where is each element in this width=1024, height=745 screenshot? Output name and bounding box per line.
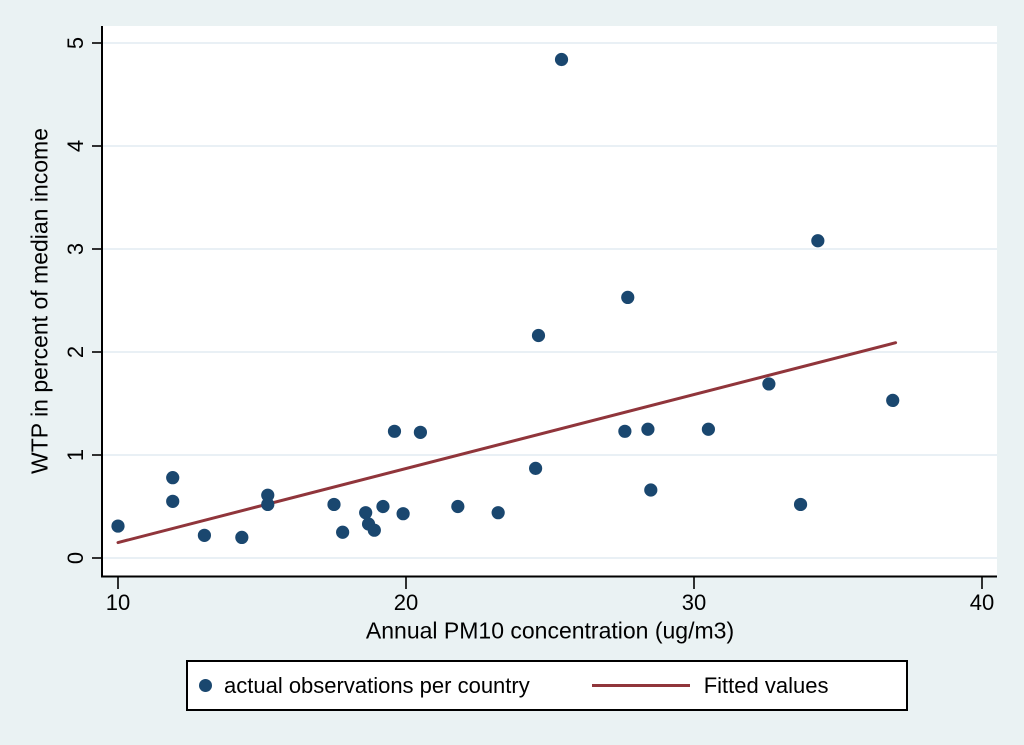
data-point: [396, 507, 410, 521]
data-point: [618, 424, 632, 438]
data-point: [261, 497, 275, 512]
data-point: [166, 471, 180, 485]
data-point: [762, 377, 776, 391]
legend-label-observations: actual observations per country: [224, 672, 530, 698]
scatter-marker-icon: [199, 679, 212, 692]
legend: actual observations per country Fitted v…: [186, 660, 908, 711]
data-point: [641, 422, 655, 436]
data-point: [197, 528, 211, 542]
data-point: [531, 328, 546, 343]
data-point: [327, 497, 341, 512]
data-point: [359, 506, 373, 520]
data-point: [793, 497, 808, 512]
plot-area: [103, 26, 997, 576]
data-point: [367, 523, 381, 537]
fitted-line-icon: [591, 684, 690, 687]
data-point: [644, 483, 658, 497]
data-point: [166, 494, 180, 508]
data-point: [261, 488, 275, 502]
data-point: [811, 234, 825, 248]
data-point: [413, 425, 427, 439]
legend-label-fitted: Fitted values: [703, 672, 829, 698]
data-point: [111, 519, 125, 533]
y-axis-title: WTP in percent of median income: [26, 127, 53, 475]
data-point: [701, 422, 716, 436]
data-point: [376, 499, 390, 514]
data-point: [235, 530, 249, 545]
x-axis-title: Annual PM10 concentration (ug/m3): [365, 617, 735, 644]
data-point: [336, 525, 350, 539]
data-point: [529, 461, 543, 475]
data-point: [451, 499, 465, 514]
data-point: [387, 424, 402, 438]
fitted-values-line: [116, 341, 898, 545]
data-point: [491, 506, 505, 520]
data-point: [621, 290, 635, 305]
data-point: [886, 393, 900, 408]
data-point: [554, 52, 569, 67]
